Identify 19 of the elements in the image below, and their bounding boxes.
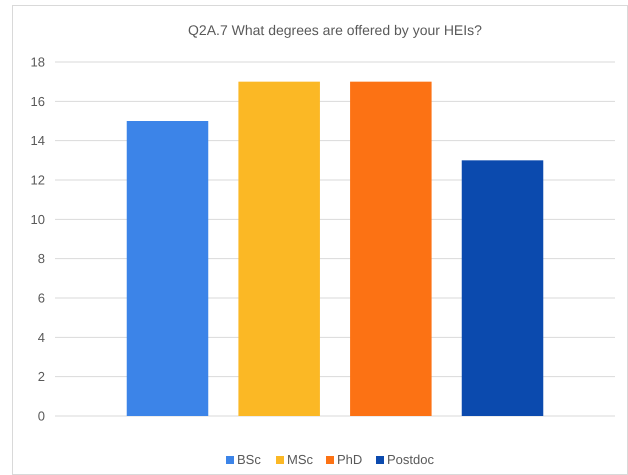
legend-label: PhD: [337, 452, 362, 467]
bar: [350, 82, 432, 416]
legend-label: MSc: [287, 452, 314, 467]
y-tick-label: 2: [38, 369, 45, 384]
y-tick-label: 14: [30, 133, 45, 148]
y-tick-label: 10: [30, 212, 45, 227]
y-tick-label: 6: [38, 290, 45, 306]
y-tick-label: 0: [38, 408, 45, 424]
legend-label: BSc: [237, 452, 262, 467]
y-tick-label: 12: [30, 172, 45, 188]
y-tick-label: 8: [38, 251, 45, 266]
y-tick-label: 16: [30, 94, 45, 109]
bar: [238, 82, 320, 416]
bar: [126, 121, 208, 416]
bar: [462, 160, 544, 416]
y-tick-label: 18: [30, 54, 45, 70]
legend-label: Postdoc: [387, 452, 434, 467]
y-tick-label: 4: [38, 330, 45, 345]
chart-title: Q2A.7 What degrees are offered by your HEIs?: [188, 22, 482, 38]
